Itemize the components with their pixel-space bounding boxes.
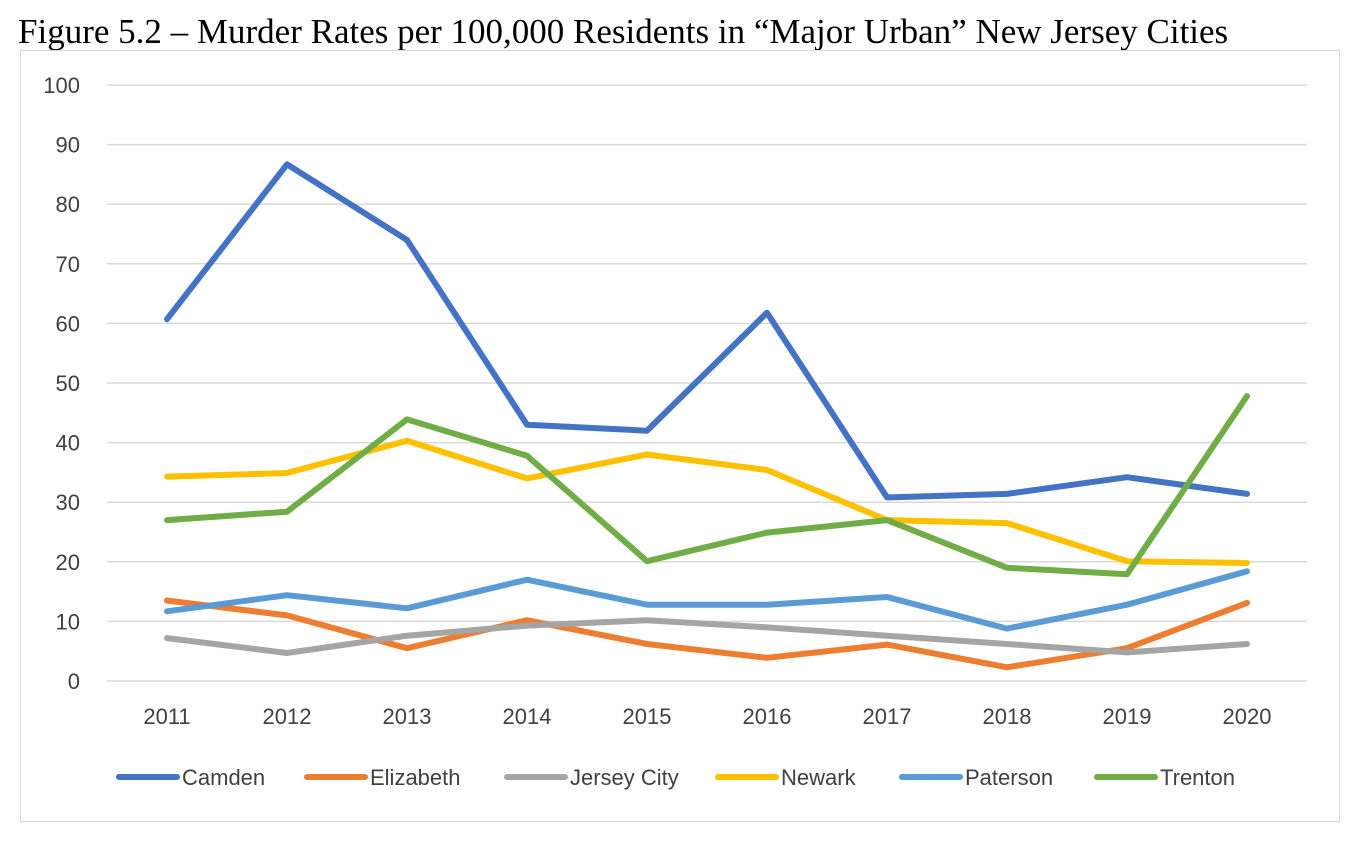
y-tick-label: 20 (56, 550, 80, 575)
y-tick-label: 10 (56, 609, 80, 634)
series-lines (164, 161, 1250, 671)
x-tick-label: 2019 (1103, 704, 1152, 729)
legend-item-paterson: Paterson (899, 765, 1053, 790)
x-tick-label: 2016 (743, 704, 792, 729)
legend-label: Jersey City (570, 765, 679, 790)
y-tick-label: 40 (56, 431, 80, 456)
series-line-trenton (164, 393, 1250, 578)
chart-title: Figure 5.2 – Murder Rates per 100,000 Re… (18, 12, 1229, 51)
legend-item-camden: Camden (116, 765, 265, 790)
y-tick-label: 90 (56, 133, 80, 158)
y-tick-label: 0 (68, 669, 80, 694)
legend-label: Paterson (965, 765, 1053, 790)
y-tick-label: 100 (43, 73, 80, 98)
legend-label: Trenton (1160, 765, 1235, 790)
y-tick-label: 30 (56, 490, 80, 515)
legend-item-newark: Newark (715, 765, 857, 790)
y-tick-label: 80 (56, 192, 80, 217)
y-tick-label: 60 (56, 311, 80, 336)
y-axis-ticks: 0 10 20 30 40 50 60 70 80 90 100 (43, 73, 80, 694)
legend-label: Camden (182, 765, 265, 790)
series-line-elizabeth (164, 597, 1250, 671)
x-tick-label: 2012 (263, 704, 312, 729)
series-line-jersey-city (164, 617, 1250, 656)
gridlines (107, 84, 1307, 682)
x-tick-label: 2013 (383, 704, 432, 729)
y-tick-label: 50 (56, 371, 80, 396)
x-tick-label: 2014 (503, 704, 552, 729)
x-tick-label: 2020 (1223, 704, 1272, 729)
legend-item-trenton: Trenton (1094, 765, 1235, 790)
legend-label: Elizabeth (370, 765, 461, 790)
series-line-newark (164, 437, 1250, 566)
series-line-camden (164, 161, 1250, 501)
series-line-paterson (164, 568, 1250, 632)
x-tick-label: 2018 (983, 704, 1032, 729)
chart-frame (20, 50, 1340, 822)
x-tick-label: 2015 (623, 704, 672, 729)
x-axis-ticks: 2011 2012 2013 2014 2015 2016 2017 2018 2019 2020 (143, 704, 1271, 729)
legend-label: Newark (781, 765, 857, 790)
legend-item-jersey-city: Jersey City (504, 765, 679, 790)
legend-item-elizabeth: Elizabeth (304, 765, 461, 790)
x-tick-label: 2011 (143, 704, 190, 729)
x-tick-label: 2017 (863, 704, 912, 729)
legend: Camden Elizabeth Jersey City Newark Paterson… (116, 765, 1235, 790)
y-tick-label: 70 (56, 252, 80, 277)
